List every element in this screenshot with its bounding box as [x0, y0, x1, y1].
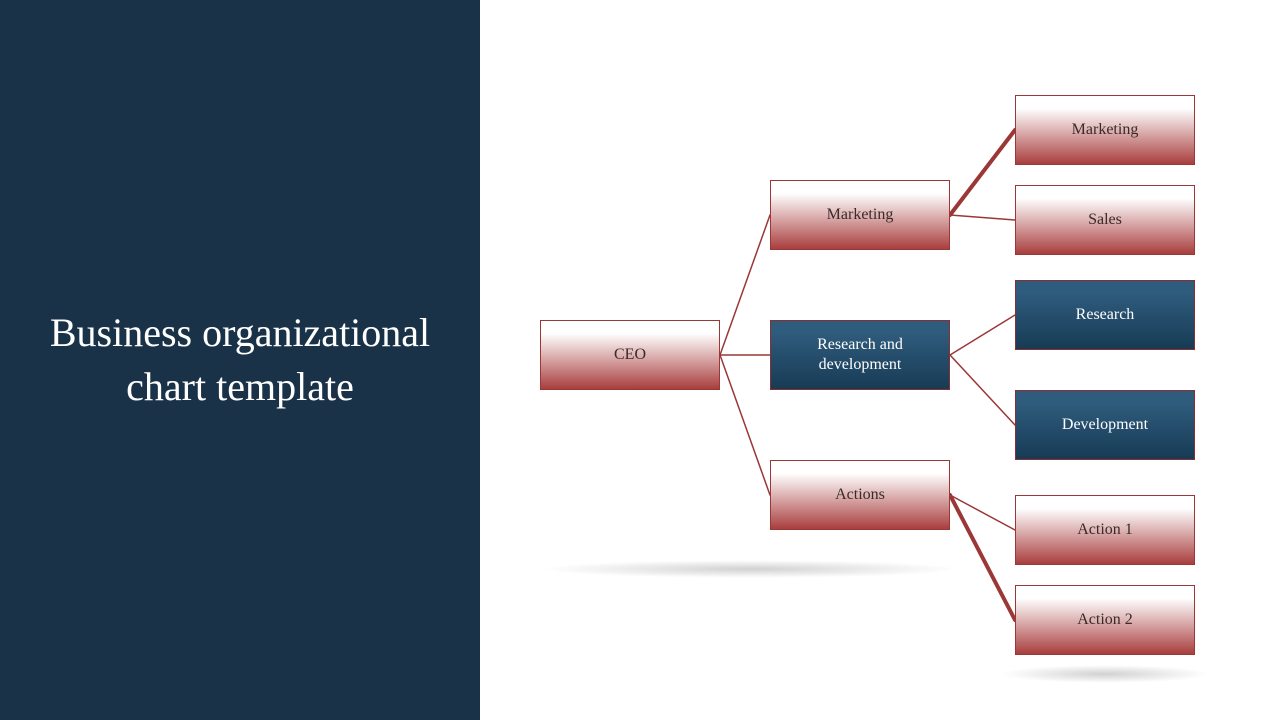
org-node-rnd: Research and development [770, 320, 950, 390]
org-node-label: Research [1076, 305, 1135, 325]
org-node-label: Research and development [779, 335, 941, 375]
org-node-label: Sales [1088, 210, 1122, 230]
org-node-label: Action 2 [1077, 610, 1133, 630]
org-chart: CEO Marketing Research and development Acti… [480, 0, 1280, 720]
node-shadow [1000, 665, 1210, 683]
org-node-label: Marketing [1072, 120, 1139, 140]
org-node-research: Research [1015, 280, 1195, 350]
org-node-label: Action 1 [1077, 520, 1133, 540]
org-node-action2: Action 2 [1015, 585, 1195, 655]
org-node-action1: Action 1 [1015, 495, 1195, 565]
title-sidebar: Business organizational chart template [0, 0, 480, 720]
org-node-sales: Sales [1015, 185, 1195, 255]
org-node-ceo: CEO [540, 320, 720, 390]
node-shadow [540, 560, 960, 578]
org-node-label: Marketing [827, 205, 894, 225]
org-node-label: CEO [614, 345, 646, 365]
org-node-marketing2: Marketing [1015, 95, 1195, 165]
org-node-actions: Actions [770, 460, 950, 530]
org-node-marketing: Marketing [770, 180, 950, 250]
org-node-label: Actions [835, 485, 885, 505]
org-node-label: Development [1062, 415, 1148, 435]
page-title: Business organizational chart template [0, 306, 480, 414]
org-node-development: Development [1015, 390, 1195, 460]
